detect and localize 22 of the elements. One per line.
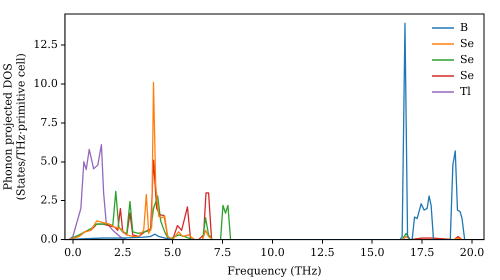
y-tick-label: 5.0 bbox=[40, 154, 58, 168]
x-tick-label: 20.0 bbox=[460, 246, 484, 260]
x-tick-label: 17.5 bbox=[410, 246, 434, 260]
x-tick-label: 5.0 bbox=[164, 246, 182, 260]
x-tick-label: 10.0 bbox=[260, 246, 285, 260]
legend-label: B bbox=[460, 20, 468, 34]
y-tick-label: 10.0 bbox=[33, 76, 58, 90]
x-tick-label: 2.5 bbox=[114, 246, 132, 260]
legend-label: Se bbox=[460, 36, 474, 50]
y-tick-label: 7.5 bbox=[40, 116, 58, 129]
x-tick-label: 15.0 bbox=[360, 246, 384, 260]
y-tick-label: 12.5 bbox=[33, 38, 58, 51]
x-axis-title: Frequency (THz) bbox=[227, 264, 322, 278]
x-tick-label: 12.5 bbox=[310, 246, 335, 260]
y-axis-title: Phonon projected DOS (States/THz·primitive cell) bbox=[1, 53, 28, 200]
legend-label: Se bbox=[460, 68, 474, 82]
y-tick-label: 2.5 bbox=[40, 194, 58, 207]
legend-label: Se bbox=[460, 52, 474, 66]
x-tick-label: 7.5 bbox=[214, 246, 232, 260]
y-tick-label: 0.0 bbox=[40, 232, 58, 246]
x-tick-label: 0.0 bbox=[64, 246, 82, 260]
legend-label: Tl bbox=[460, 84, 472, 98]
